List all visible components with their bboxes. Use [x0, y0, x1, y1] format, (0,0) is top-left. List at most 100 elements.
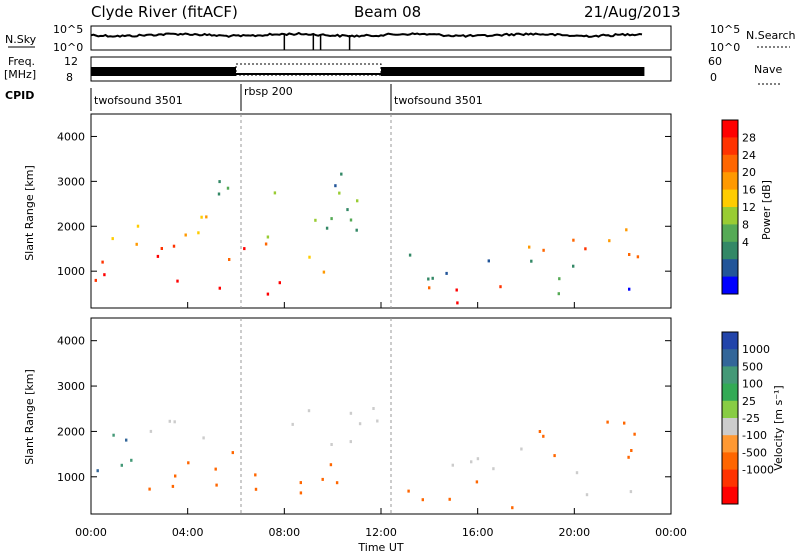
power-colorbar-swatch: [722, 207, 738, 225]
velocity-colorbar-tick-label: 100: [742, 378, 763, 391]
cpid-segment-2: rbsp 200: [244, 85, 293, 98]
velocity-colorbar-swatch: [722, 452, 738, 471]
heatmap-cell: [197, 231, 200, 235]
heatmap-cell: [264, 242, 268, 246]
heatmap-cell: [299, 491, 303, 495]
heatmap-cell: [215, 483, 218, 487]
velocity-ylabel: Slant Range [km]: [23, 369, 36, 465]
heatmap-cell: [470, 460, 473, 464]
velocity-colorbar-tick-label: 1000: [742, 343, 770, 356]
heatmap-cell: [553, 454, 556, 458]
heatmap-cell: [112, 433, 115, 437]
heatmap-cell: [628, 287, 631, 291]
heatmap-cell: [476, 457, 480, 461]
heatmap-cell: [254, 473, 257, 477]
velocity-y-tick-label: 2000: [57, 425, 85, 438]
velocity-colorbar-swatch: [722, 418, 738, 436]
freq-bar: [91, 67, 236, 76]
power-colorbar-swatch: [722, 259, 738, 278]
heatmap-cell: [630, 449, 633, 452]
heatmap-cell: [226, 186, 230, 190]
heatmap-cell: [358, 422, 362, 426]
velocity-colorbar-swatch: [722, 349, 738, 367]
heatmap-cell: [627, 455, 630, 459]
heatmap-cell: [487, 259, 490, 263]
velocity-colorbar-tick-label: -100: [742, 429, 767, 442]
freq-label-1: Freq.: [8, 55, 35, 68]
freq-bars: [91, 63, 645, 76]
x-tick-label: 12:00: [365, 526, 397, 539]
velocity-y-tick-label: 3000: [57, 380, 85, 393]
velocity-colorbar-swatch: [722, 366, 738, 385]
heatmap-cell: [321, 477, 324, 481]
heatmap-cell: [633, 432, 636, 436]
velocity-colorbar-tick-label: -25: [742, 412, 760, 425]
heatmap-cell: [629, 490, 633, 494]
heatmap-cell: [625, 228, 628, 232]
velocity-panel-frame: [90, 317, 672, 515]
velocity-colorbar-label: Velocity [m s⁻¹]: [772, 385, 785, 470]
nave-tick-bottom: 0: [710, 71, 717, 84]
heatmap-cell: [456, 301, 459, 305]
heatmap-cell: [408, 253, 412, 257]
heatmap-cell: [407, 489, 410, 493]
heatmap-cell: [572, 264, 575, 268]
heatmap-cell: [125, 438, 128, 442]
heatmap-cell: [101, 260, 104, 264]
heatmap-cell: [584, 247, 587, 251]
heatmap-cell: [231, 451, 234, 455]
x-tick-label: 00:00: [75, 526, 107, 539]
heatmap-cell: [335, 481, 339, 485]
heatmap-cell: [455, 288, 458, 292]
noise-right-tick-top: 10^5: [710, 23, 740, 36]
heatmap-cell: [448, 497, 451, 501]
heatmap-cell: [217, 192, 221, 196]
power-colorbar-tick-label: 24: [742, 149, 756, 162]
heatmap-cell: [330, 443, 333, 446]
power-colorbar-tick-label: 8: [742, 218, 749, 231]
velocity-y-tick-label: 1000: [57, 471, 85, 484]
heatmap-cell: [572, 238, 575, 242]
velocity-colorbar-swatch: [722, 469, 738, 488]
heatmap-cell: [136, 224, 140, 228]
heatmap-cell: [428, 286, 431, 290]
noise-right-label: N.Search: [746, 29, 796, 42]
velocity-colorbar-swatch: [722, 486, 738, 505]
heatmap-cell: [218, 180, 221, 184]
power-ylabel: Slant Range [km]: [23, 165, 36, 261]
heatmap-cell: [168, 419, 171, 423]
heatmap-cell: [96, 469, 99, 473]
heatmap-cell: [538, 430, 542, 433]
velocity-yticks: 4000 3000 2000 1000: [57, 335, 671, 484]
velocity-heatmap-cells: [96, 407, 636, 510]
heatmap-cell: [451, 463, 454, 467]
heatmap-cell: [214, 467, 217, 471]
noise-left-label: N.Sky: [5, 33, 37, 46]
heatmap-cell: [346, 208, 349, 212]
velocity-y-tick-label: 4000: [57, 335, 85, 348]
heatmap-cell: [349, 440, 352, 444]
heatmap-cell: [520, 447, 523, 451]
power-colorbar-swatch: [722, 189, 738, 208]
heatmap-cell: [475, 480, 479, 484]
power-colorbar-swatch: [722, 276, 738, 295]
velocity-colorbar-swatch: [722, 383, 738, 402]
heatmap-cell: [575, 471, 579, 475]
heatmap-cell: [254, 487, 258, 491]
heatmap-cell: [492, 467, 495, 471]
power-colorbar-swatch: [722, 172, 738, 191]
velocity-colorbar-swatch: [722, 400, 738, 419]
heatmap-cell: [218, 286, 221, 290]
heatmap-cell: [338, 191, 341, 195]
x-axis-label: Time UT: [357, 541, 403, 554]
noise-right-tick-bottom: 10^0: [710, 41, 740, 54]
heatmap-cell: [266, 235, 270, 239]
heatmap-cell: [330, 217, 333, 221]
heatmap-cell: [340, 172, 343, 176]
x-tick-label: 16:00: [462, 526, 494, 539]
heatmap-cell: [349, 218, 353, 222]
heatmap-cell: [273, 191, 277, 195]
power-colorbar-swatch: [722, 120, 738, 138]
power-colorbar-swatch: [722, 137, 738, 156]
